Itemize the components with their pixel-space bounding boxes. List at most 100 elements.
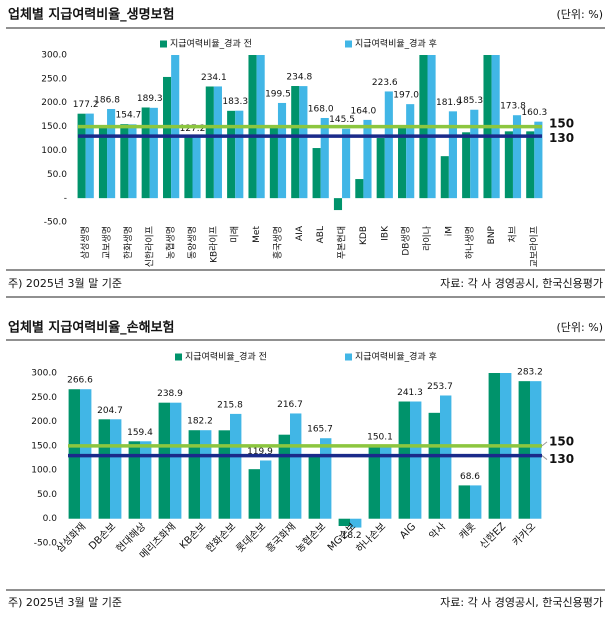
- data-label: 283.2: [517, 368, 543, 378]
- source: 자료: 각 사 경영공시, 한국신용평가: [440, 596, 603, 609]
- x-tick-label: AIA: [295, 225, 305, 241]
- section-title: 업체별 지급여력비율_생명보험: [8, 7, 175, 23]
- y-tick-label: 300.0: [41, 51, 67, 61]
- bar: [534, 121, 543, 199]
- bar: [368, 445, 380, 519]
- data-label: 119.9: [247, 447, 273, 457]
- bar: [333, 198, 343, 211]
- bar: [141, 107, 150, 199]
- x-tick-label: KB라이프: [208, 226, 219, 263]
- bar: [530, 381, 542, 519]
- y-tick-label: -: [64, 194, 67, 204]
- x-tick-label: 흥국생명: [271, 226, 283, 259]
- x-tick-label: iM: [444, 226, 454, 236]
- x-tick-label: ABL: [316, 226, 326, 243]
- legend-label: 지급여력비율_경과 후: [355, 38, 437, 50]
- bar: [308, 455, 320, 519]
- y-tick-label: -50.0: [34, 539, 58, 549]
- bar: [504, 131, 513, 199]
- y-tick-label: 100.0: [31, 466, 57, 476]
- y-tick-label: 200.0: [31, 417, 57, 427]
- data-label: 215.8: [217, 400, 243, 410]
- x-tick-label: 동양생명: [187, 226, 198, 259]
- bar: [107, 109, 116, 199]
- bar: [227, 110, 236, 199]
- source: 자료: 각 사 경영공시, 한국신용평가: [440, 277, 603, 290]
- y-tick-label: 100.0: [41, 146, 67, 156]
- bar: [428, 412, 440, 519]
- data-label: 168.0: [308, 104, 334, 114]
- bar: [406, 104, 415, 199]
- y-tick-label: 150.0: [41, 122, 67, 132]
- x-tick-label: 신한라이프: [144, 226, 155, 267]
- bar: [192, 137, 201, 199]
- x-tick-label: 캐롯: [457, 520, 479, 542]
- x-tick-label: 신한EZ: [477, 520, 508, 551]
- data-label: 185.3: [457, 96, 483, 106]
- y-tick-label: 0.0: [43, 514, 58, 524]
- data-label: 241.3: [397, 388, 423, 398]
- bar: [290, 413, 302, 519]
- x-tick-label: 카카오: [510, 520, 538, 548]
- bar: [98, 419, 110, 519]
- data-label: 145.5: [329, 115, 355, 125]
- data-label: -18.2: [338, 531, 361, 541]
- x-tick-label: 푸본현대: [337, 226, 348, 259]
- bar: [235, 110, 244, 199]
- data-label: 181.9: [436, 98, 462, 108]
- data-label: 165.7: [307, 425, 333, 435]
- x-tick-label: 농협생명: [165, 226, 177, 259]
- reference-label: 130: [549, 131, 574, 145]
- bar: [320, 438, 332, 519]
- y-tick-label: 250.0: [41, 74, 67, 84]
- x-tick-label: DB생명: [401, 226, 412, 256]
- x-tick-label: 미래: [230, 226, 241, 243]
- data-label: 159.4: [127, 428, 153, 438]
- bar: [470, 109, 479, 199]
- reference-connector: [541, 441, 548, 447]
- bar: [278, 434, 290, 519]
- x-tick-label: 교보라이프: [529, 226, 540, 267]
- x-tick-label: 흥국화재: [263, 520, 298, 555]
- bar: [512, 115, 522, 199]
- x-tick-label: 삼성생명: [80, 226, 91, 259]
- bar: [320, 117, 329, 199]
- data-label: 177.2: [73, 100, 99, 110]
- legend-swatch: [345, 40, 352, 48]
- x-tick-label: Met: [252, 226, 262, 243]
- x-tick-label: 한화손보: [204, 520, 239, 555]
- bar: [77, 113, 86, 199]
- data-label: 197.0: [393, 91, 419, 101]
- bar: [128, 124, 137, 199]
- data-label: 150.1: [367, 432, 393, 442]
- bar: [184, 137, 193, 199]
- unit-note: (단위: %): [557, 321, 603, 334]
- reference-label: 130: [549, 452, 574, 466]
- y-tick-label: 150.0: [31, 441, 57, 451]
- bar: [526, 131, 535, 199]
- x-tick-label: 교보생명: [102, 226, 113, 259]
- data-label: 183.3: [222, 97, 248, 107]
- bar: [188, 430, 200, 519]
- bar: [299, 86, 308, 199]
- bar: [410, 401, 422, 519]
- bar: [98, 126, 108, 199]
- y-tick-label: 200.0: [41, 98, 67, 108]
- data-label: 234.1: [201, 73, 227, 83]
- bar: [470, 485, 482, 519]
- bar: [350, 518, 362, 528]
- x-tick-label: 농협손보: [293, 520, 328, 555]
- data-label: 216.7: [277, 400, 303, 410]
- bar: [200, 430, 212, 519]
- bar: [269, 127, 278, 199]
- x-tick-label: AIG: [398, 521, 418, 541]
- bar: [230, 413, 242, 519]
- legend-swatch: [345, 353, 352, 361]
- data-label: 238.9: [157, 389, 183, 399]
- legend-swatch: [175, 353, 182, 361]
- bar: [462, 132, 471, 199]
- bar: [205, 86, 214, 199]
- bar: [384, 91, 393, 199]
- bar: [149, 107, 158, 199]
